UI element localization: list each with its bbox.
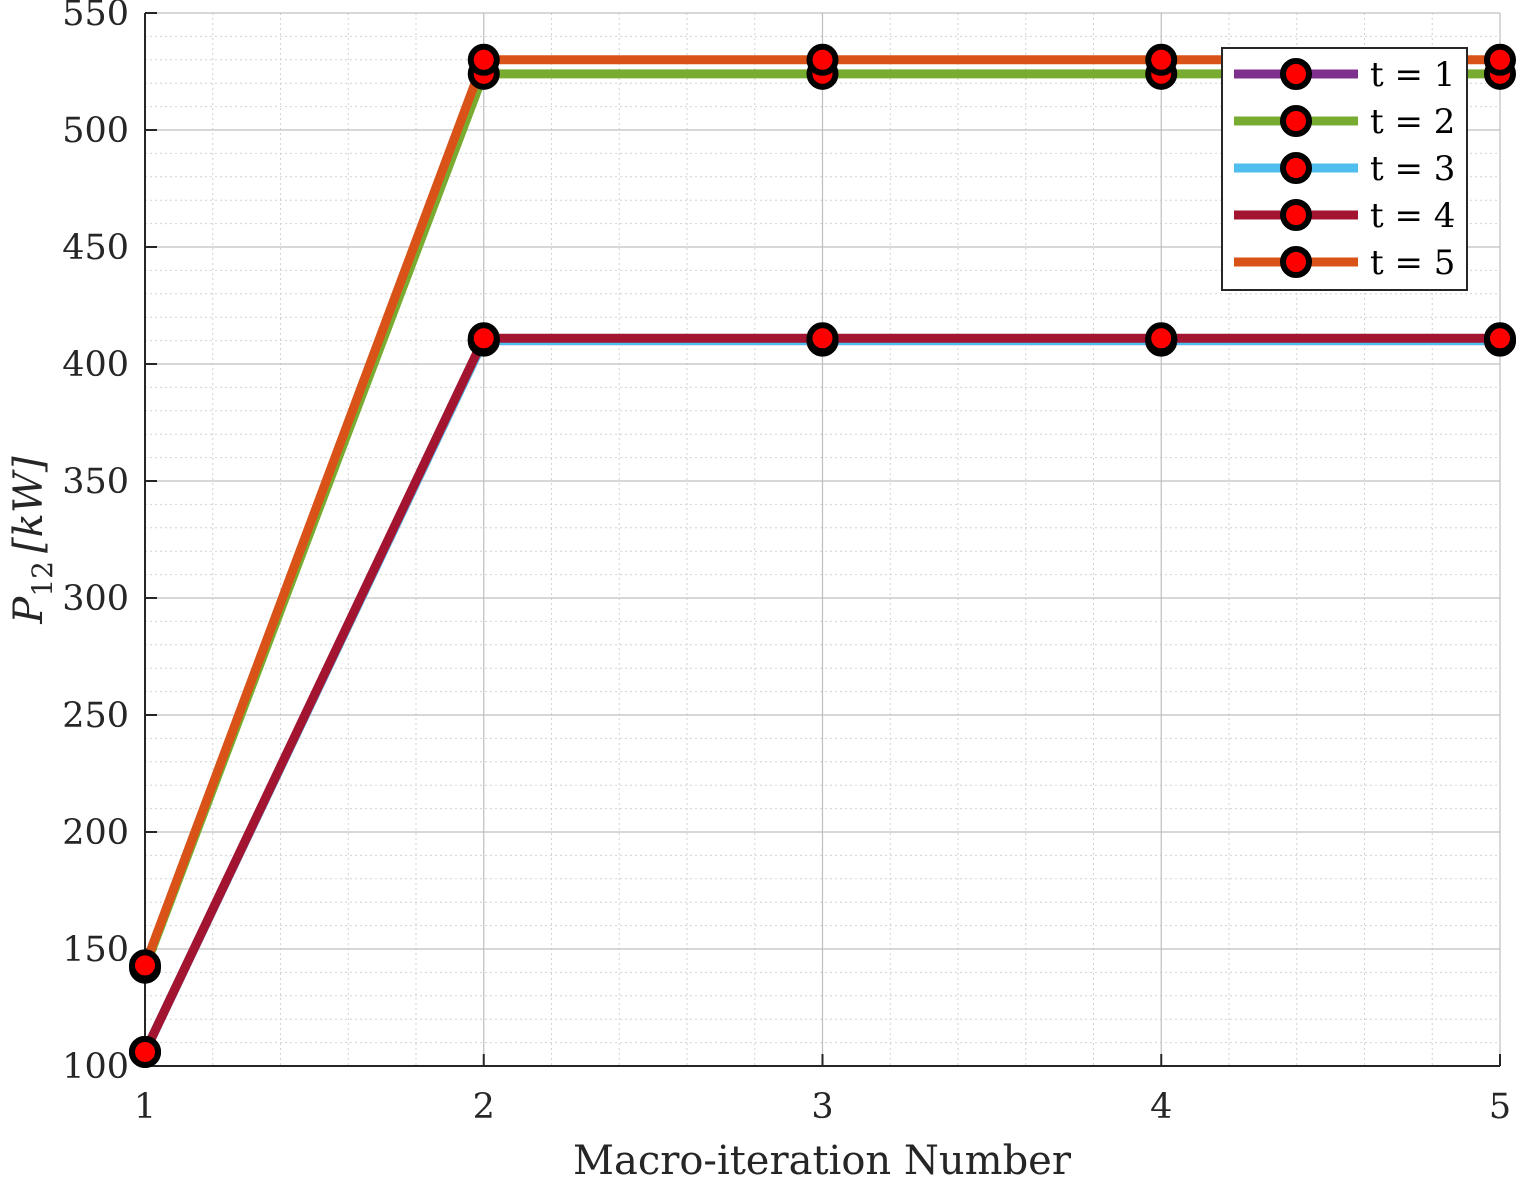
x-tick-label: 4 <box>1150 1087 1172 1127</box>
y-axis-symbol: P <box>6 596 52 625</box>
y-tick-label: 250 <box>62 696 129 736</box>
legend-label: t = 3 <box>1370 149 1455 189</box>
legend-label: t = 1 <box>1370 55 1455 95</box>
data-point-t4 <box>1484 322 1516 355</box>
y-tick-label: 150 <box>62 930 129 970</box>
legend-entry-t2: t = 2 <box>1234 102 1455 142</box>
data-point-t5 <box>806 43 839 76</box>
y-tick-label: 450 <box>62 228 129 268</box>
x-tick-label: 1 <box>134 1087 156 1127</box>
y-axis-title: P12 [kW] <box>6 456 59 625</box>
y-axis-subscript: 12 <box>26 561 59 597</box>
data-point-t4 <box>467 322 500 355</box>
y-tick-label: 400 <box>62 345 129 385</box>
legend-marker <box>1280 105 1312 137</box>
legend: t = 1 t = 2 t = 3 t = 4 t = 5 <box>1221 47 1468 291</box>
y-tick-label: 500 <box>62 111 129 151</box>
x-axis-title: Macro-iteration Number <box>573 1138 1072 1178</box>
data-point-t5 <box>1145 43 1178 76</box>
axes: 1 2 3 4 5 100 150 200 250 300 350 400 450 500 550 <box>62 0 1511 1127</box>
data-point-t4 <box>806 322 839 355</box>
y-tick-label: 200 <box>62 813 129 853</box>
legend-label: t = 4 <box>1370 196 1455 236</box>
legend-entry-t4: t = 4 <box>1234 196 1455 236</box>
legend-entry-t5: t = 5 <box>1234 243 1455 283</box>
data-point-t4 <box>129 1035 161 1068</box>
legend-marker <box>1280 58 1312 90</box>
legend-marker <box>1280 246 1312 278</box>
data-point-t4 <box>1145 322 1178 355</box>
y-tick-label: 350 <box>62 462 129 502</box>
legend-entry-t3: t = 3 <box>1234 149 1455 189</box>
x-tick-label: 3 <box>811 1087 833 1127</box>
y-axis-unit: [kW] <box>6 456 52 553</box>
data-point-t5 <box>129 949 161 982</box>
legend-label: t = 5 <box>1370 243 1455 283</box>
y-tick-label: 100 <box>62 1047 129 1087</box>
legend-entry-t1: t = 1 <box>1234 55 1455 95</box>
x-tick-label: 2 <box>473 1087 495 1127</box>
legend-label: t = 2 <box>1370 102 1455 142</box>
data-point-t5 <box>1484 43 1516 76</box>
data-point-t5 <box>467 43 500 76</box>
y-tick-label: 550 <box>62 0 129 34</box>
x-tick-label: 5 <box>1489 1087 1511 1127</box>
y-tick-label: 300 <box>62 579 129 619</box>
legend-marker <box>1280 199 1312 231</box>
legend-marker <box>1280 152 1312 184</box>
